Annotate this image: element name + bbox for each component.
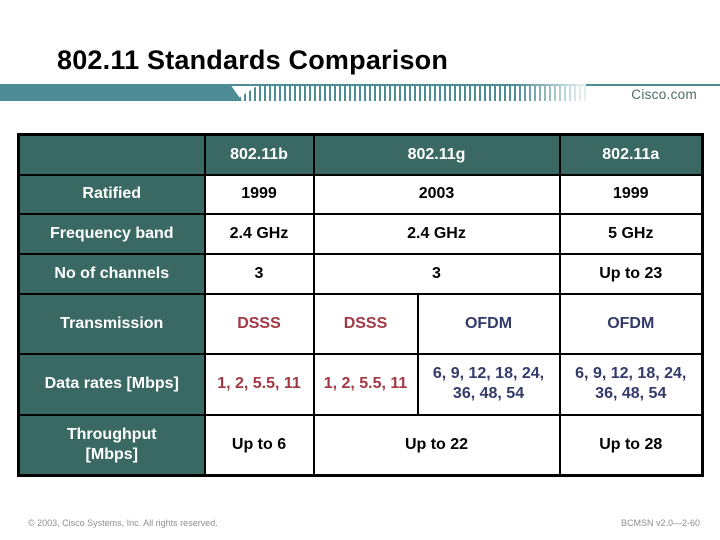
table-header-row: 802.11b 802.11g 802.11a [17,133,704,176]
row-label-throughput: Throughput [Mbps] [17,413,206,477]
cell-channels-b: 3 [203,252,315,295]
cell-ratified-a: 1999 [558,173,704,215]
row-label-data-rates: Data rates [Mbps] [17,352,206,416]
row-label-transmission: Transmission [17,292,206,355]
cell-transmission-g-ofdm: OFDM [416,292,561,355]
cell-frequency-b: 2.4 GHz [203,212,315,255]
slide-title: 802.11 Standards Comparison [57,45,449,75]
cell-channels-a: Up to 23 [558,252,704,295]
cell-data-rates-g-dsss: 1, 2, 5.5, 11 [312,352,419,416]
column-header-80211b: 802.11b [203,133,315,176]
table-corner-cell [17,133,206,176]
comparison-table: 802.11b 802.11g 802.11a Ratified 1999 20… [17,133,705,477]
cell-data-rates-g-ofdm: 6, 9, 12, 18, 24, 36, 48, 54 [416,352,561,416]
cell-data-rates-b: 1, 2, 5.5, 11 [203,352,315,416]
row-label-channels: No of channels [17,252,206,295]
cell-ratified-g: 2003 [312,173,561,215]
cell-throughput-b: Up to 6 [203,413,315,477]
row-label-ratified: Ratified [17,173,206,215]
cell-data-rates-a: 6, 9, 12, 18, 24, 36, 48, 54 [558,352,704,416]
cell-frequency-a: 5 GHz [558,212,704,255]
cell-throughput-a: Up to 28 [558,413,704,477]
table-row-throughput: Throughput [Mbps] Up to 6 Up to 22 Up to… [17,413,704,477]
row-label-frequency-band: Frequency band [17,212,206,255]
cell-transmission-g-dsss: DSSS [312,292,419,355]
cisco-wordmark: Cisco.com [631,87,697,102]
cell-throughput-g: Up to 22 [312,413,561,477]
cell-transmission-b: DSSS [203,292,315,355]
cell-transmission-a: OFDM [558,292,704,355]
table-row-channels: No of channels 3 3 Up to 23 [17,252,704,295]
table-row-data-rates: Data rates [Mbps] 1, 2, 5.5, 11 1, 2, 5.… [17,352,704,416]
column-header-80211a: 802.11a [558,133,704,176]
cell-channels-g: 3 [312,252,561,295]
cell-ratified-b: 1999 [203,173,315,215]
cell-frequency-g: 2.4 GHz [312,212,561,255]
footer-slide-number: BCMSN v2.0—2-60 [620,518,700,528]
table-row-frequency-band: Frequency band 2.4 GHz 2.4 GHz 5 GHz [17,212,704,255]
comparison-table-wrap: 802.11b 802.11g 802.11a Ratified 1999 20… [17,133,705,477]
table-row-transmission: Transmission DSSS DSSS OFDM OFDM [17,292,704,355]
column-header-80211g: 802.11g [312,133,561,176]
header-band: Cisco.com [0,84,720,102]
header-band-stripes [234,84,586,101]
table-row-ratified: Ratified 1999 2003 1999 [17,173,704,215]
footer-copyright: © 2003, Cisco Systems, Inc. All rights r… [28,518,218,528]
header-band-bar [0,84,242,101]
